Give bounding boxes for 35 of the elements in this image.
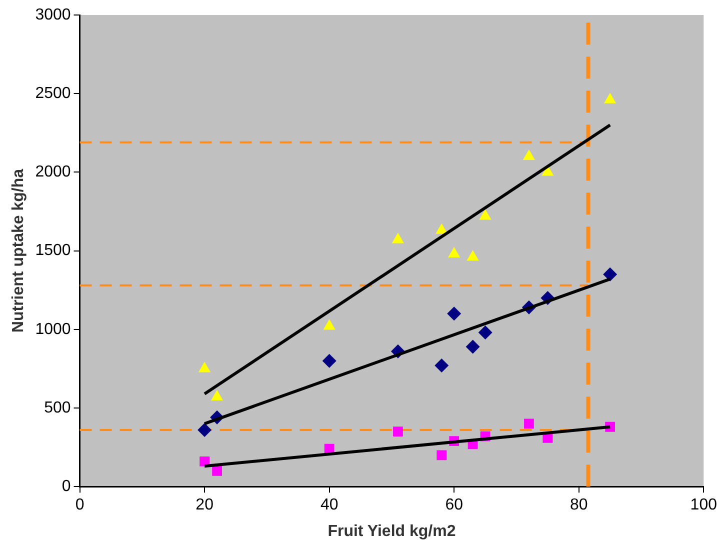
y-tick-label: 2000 bbox=[35, 164, 71, 181]
point bbox=[479, 209, 492, 220]
point bbox=[603, 267, 618, 282]
x-axis-title: Fruit Yield kg/m2 bbox=[328, 522, 456, 540]
x-tick-label: 0 bbox=[75, 496, 84, 514]
y-tick-label: 1000 bbox=[35, 320, 71, 338]
y-tick-label: 500 bbox=[44, 399, 71, 416]
y-tick-label: 1500 bbox=[35, 242, 71, 260]
point bbox=[434, 358, 449, 373]
point bbox=[466, 340, 480, 354]
point bbox=[323, 319, 336, 330]
x-tick-label: 80 bbox=[570, 496, 588, 514]
y-tick-label: 3000 bbox=[35, 6, 71, 24]
point bbox=[198, 362, 211, 372]
point bbox=[212, 466, 222, 476]
point bbox=[198, 423, 212, 438]
point bbox=[393, 426, 403, 437]
y-tick-label: 0 bbox=[62, 478, 71, 496]
point bbox=[448, 246, 460, 258]
x-tick-label: 40 bbox=[320, 496, 338, 514]
point bbox=[436, 450, 447, 460]
y-axis-title: Nutrient uptake kg/ha bbox=[10, 168, 28, 333]
point bbox=[466, 250, 479, 261]
point bbox=[436, 223, 448, 234]
point bbox=[524, 418, 534, 429]
y-tick-label: 2500 bbox=[35, 85, 71, 102]
x-tick-label: 100 bbox=[690, 496, 718, 514]
point bbox=[447, 306, 462, 321]
point bbox=[392, 232, 404, 244]
x-tick-label: 60 bbox=[445, 496, 464, 514]
point bbox=[604, 92, 616, 104]
point bbox=[478, 326, 492, 340]
point bbox=[522, 149, 536, 160]
point bbox=[322, 354, 336, 368]
x-tick-label: 20 bbox=[196, 496, 214, 514]
